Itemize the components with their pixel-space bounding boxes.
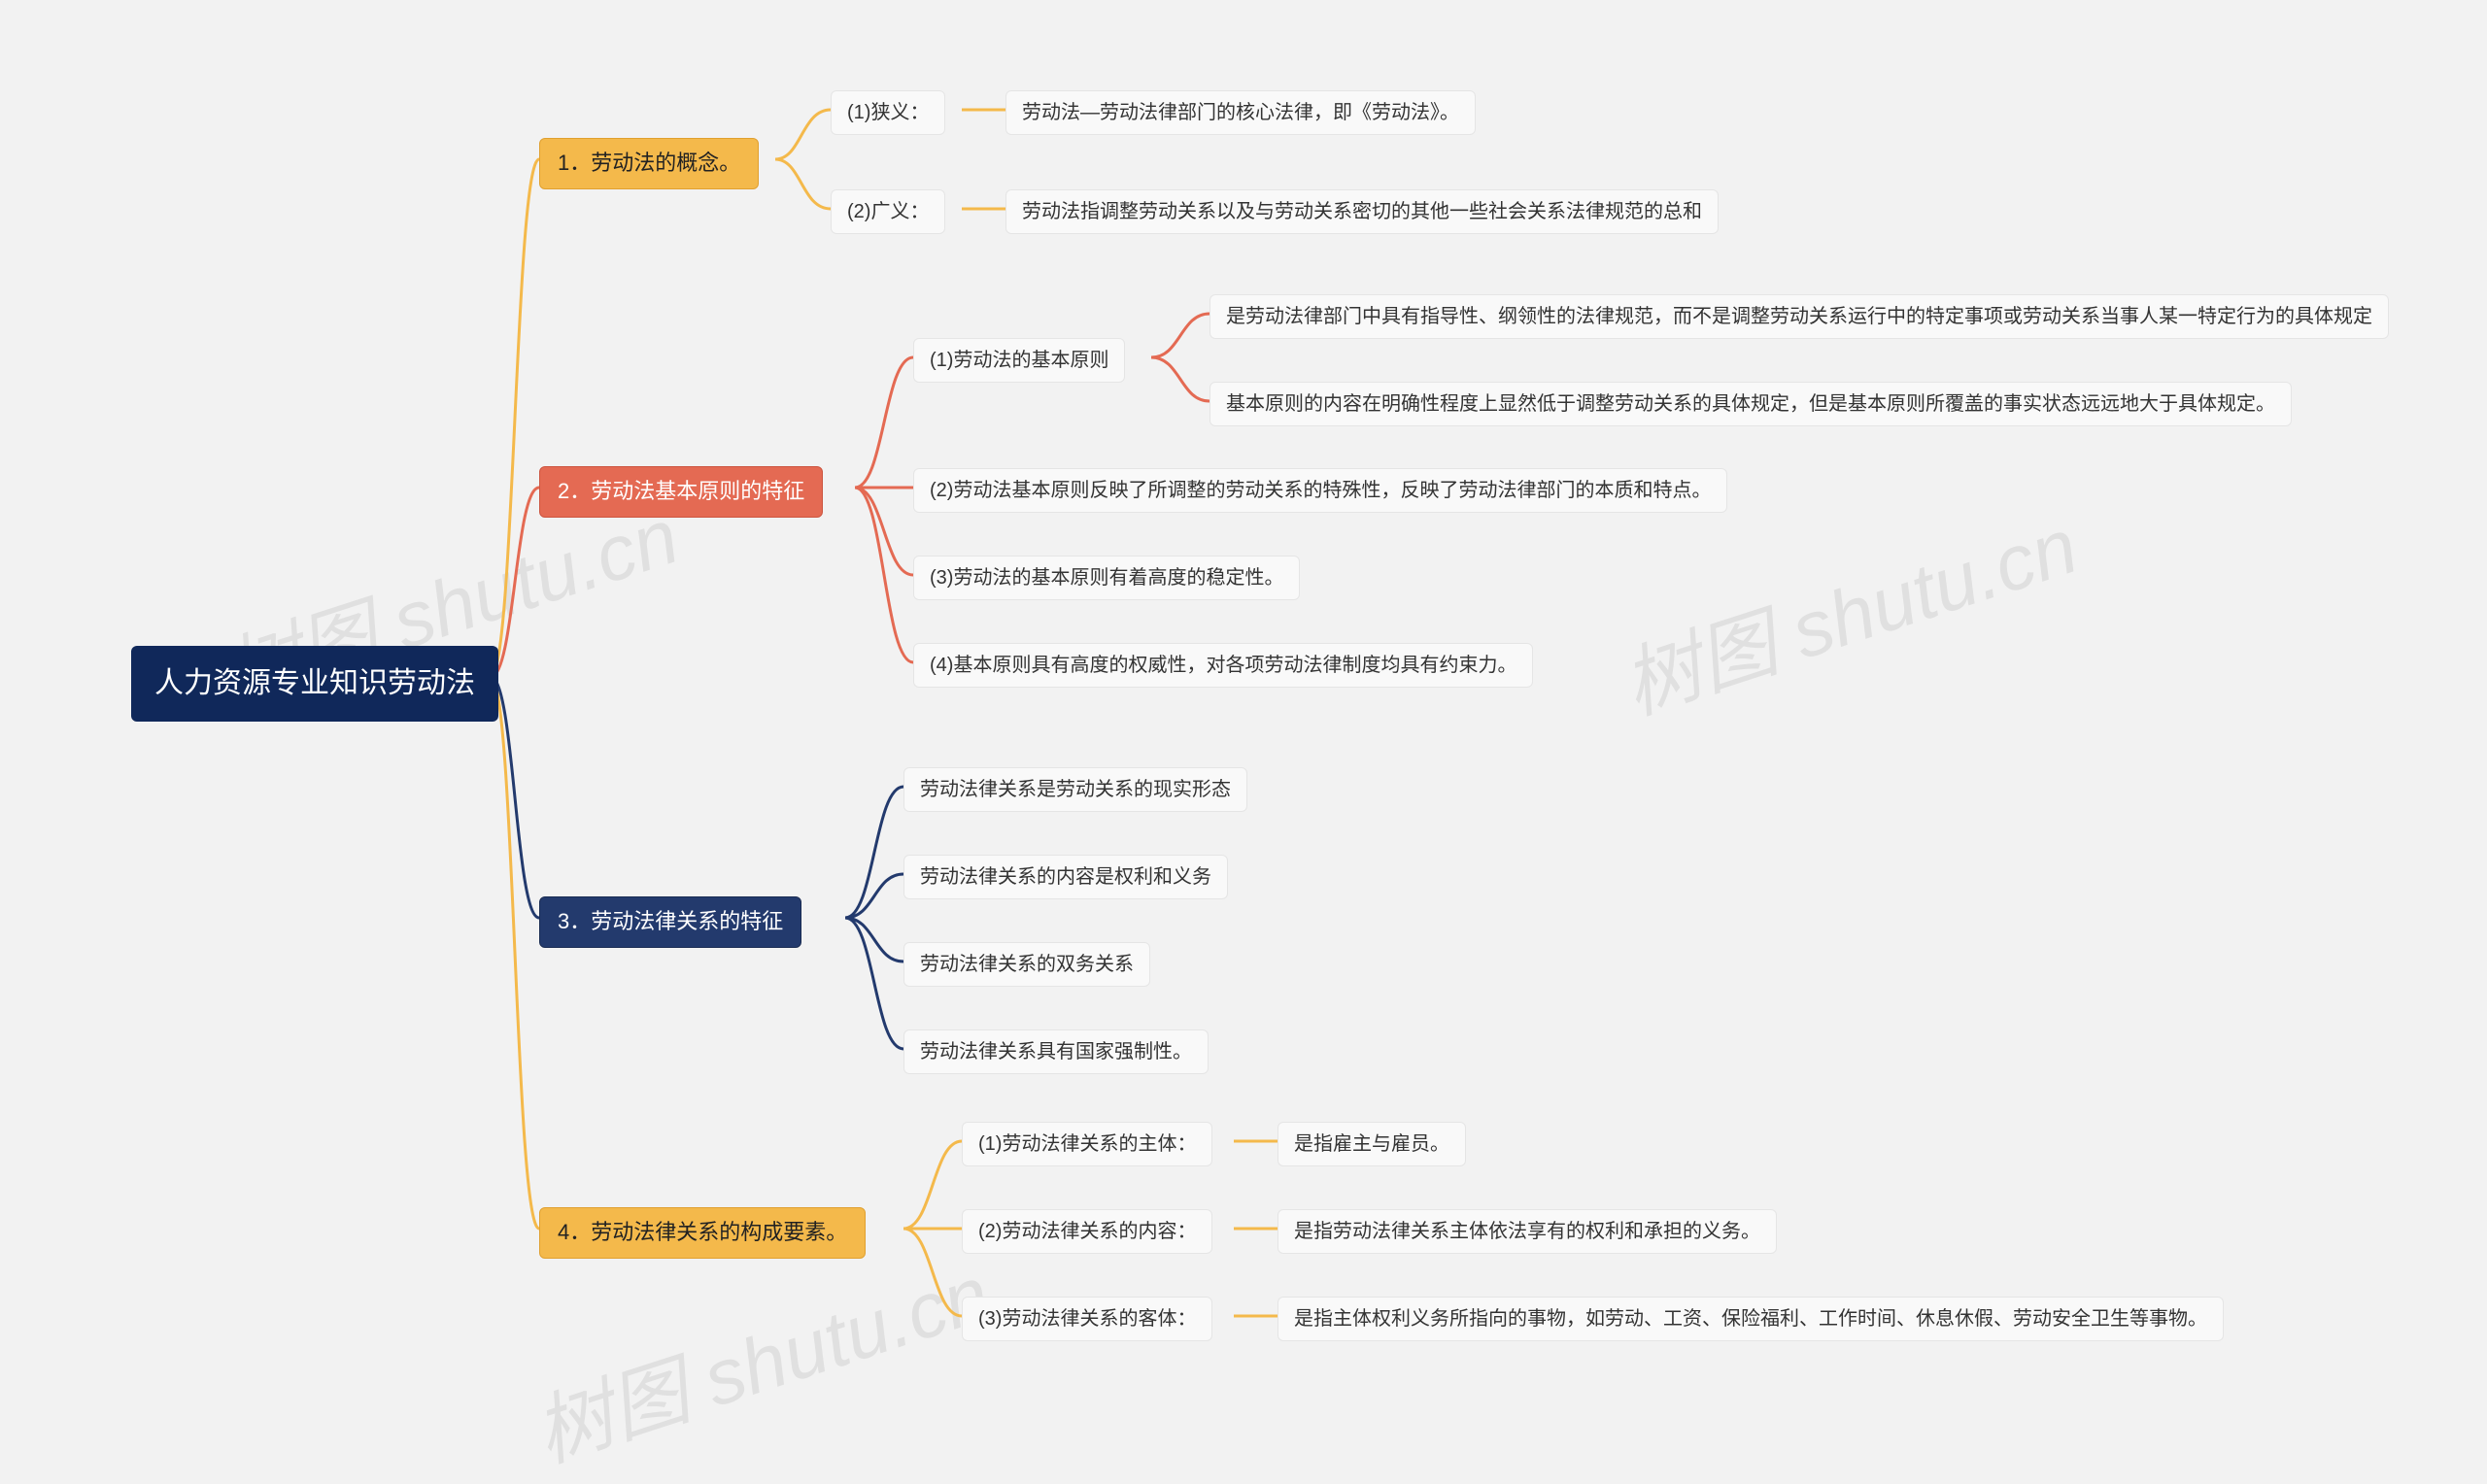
branch-1[interactable]: 1．劳动法的概念。 — [539, 138, 759, 189]
branch-1-child-2[interactable]: (2)广义： — [831, 189, 945, 234]
branch-2-child-1[interactable]: (1)劳动法的基本原则 — [913, 338, 1125, 383]
branch-4-child-3-leaf[interactable]: 是指主体权利义务所指向的事物，如劳动、工资、保险福利、工作时间、休息休假、劳动安… — [1278, 1297, 2224, 1341]
mindmap-canvas: 树图 shutu.cn 树图 shutu.cn 树图 shutu.cn — [0, 0, 2487, 1373]
branch-3-child-3[interactable]: 劳动法律关系的双务关系 — [903, 942, 1150, 987]
branch-4-child-2-leaf[interactable]: 是指劳动法律关系主体依法享有的权利和承担的义务。 — [1278, 1209, 1777, 1254]
branch-2[interactable]: 2．劳动法基本原则的特征 — [539, 466, 823, 518]
branch-3-child-1[interactable]: 劳动法律关系是劳动关系的现实形态 — [903, 767, 1247, 812]
watermark: 树图 shutu.cn — [1607, 484, 2090, 736]
branch-3[interactable]: 3．劳动法律关系的特征 — [539, 896, 801, 948]
branch-2-child-3[interactable]: (3)劳动法的基本原则有着高度的稳定性。 — [913, 556, 1300, 600]
branch-4-child-1-leaf[interactable]: 是指雇主与雇员。 — [1278, 1122, 1466, 1166]
branch-2-child-4[interactable]: (4)基本原则具有高度的权威性，对各项劳动法律制度均具有约束力。 — [913, 643, 1533, 688]
branch-3-child-2[interactable]: 劳动法律关系的内容是权利和义务 — [903, 855, 1228, 899]
branch-1-child-1[interactable]: (1)狭义： — [831, 90, 945, 135]
branch-2-child-1-leaf-1[interactable]: 是劳动法律部门中具有指导性、纲领性的法律规范，而不是调整劳动关系运行中的特定事项… — [1209, 294, 2389, 339]
watermark: 树图 shutu.cn — [519, 1231, 1002, 1484]
branch-4-child-2[interactable]: (2)劳动法律关系的内容： — [962, 1209, 1212, 1254]
branch-2-child-1-leaf-2[interactable]: 基本原则的内容在明确性程度上显然低于调整劳动关系的具体规定，但是基本原则所覆盖的… — [1209, 382, 2292, 426]
branch-1-child-2-leaf[interactable]: 劳动法指调整劳动关系以及与劳动关系密切的其他一些社会关系法律规范的总和 — [1005, 189, 1719, 234]
branch-1-child-1-leaf[interactable]: 劳动法—劳动法律部门的核心法律，即《劳动法》。 — [1005, 90, 1476, 135]
branch-4-child-3[interactable]: (3)劳动法律关系的客体： — [962, 1297, 1212, 1341]
branch-4-child-1[interactable]: (1)劳动法律关系的主体： — [962, 1122, 1212, 1166]
branch-3-child-4[interactable]: 劳动法律关系具有国家强制性。 — [903, 1029, 1209, 1074]
branch-4[interactable]: 4．劳动法律关系的构成要素。 — [539, 1207, 866, 1259]
branch-2-child-2[interactable]: (2)劳动法基本原则反映了所调整的劳动关系的特殊性，反映了劳动法律部门的本质和特… — [913, 468, 1727, 513]
root-node[interactable]: 人力资源专业知识劳动法 — [131, 646, 498, 722]
